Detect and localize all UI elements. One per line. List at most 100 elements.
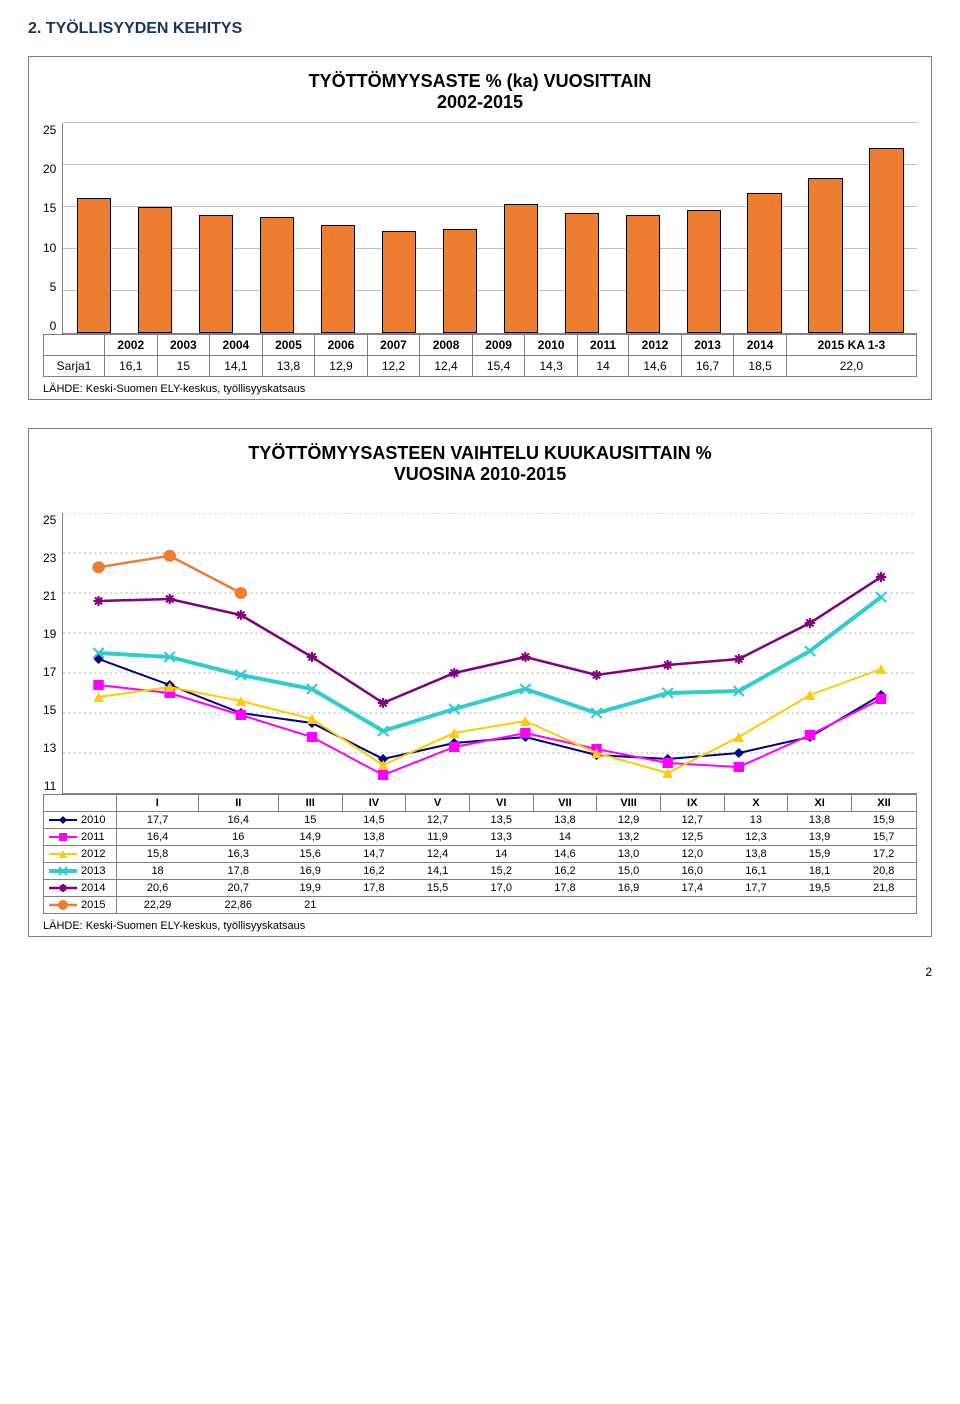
line-x-header: II (198, 795, 278, 812)
bar-category-header: 2004 (210, 335, 263, 356)
line-series-label: 2015 (44, 897, 117, 914)
line-value-cell: 13,8 (342, 829, 406, 846)
line-value-cell: 14 (469, 846, 533, 863)
line-x-header: VIII (597, 795, 661, 812)
line-value-cell: 17,8 (342, 880, 406, 897)
line-value-cell: 22,29 (117, 897, 199, 914)
line-value-cell: 15 (278, 812, 342, 829)
line-value-cell: 17,7 (724, 880, 788, 897)
line-value-cell: 15,0 (597, 863, 661, 880)
line-value-cell: 14,7 (342, 846, 406, 863)
line-chart-box: TYÖTTÖMYYSASTEEN VAIHTELU KUUKAUSITTAIN … (28, 428, 932, 937)
line-value-cell: 16,9 (278, 863, 342, 880)
line-x-header: X (724, 795, 788, 812)
line-title-line2: VUOSINA 2010-2015 (43, 464, 917, 485)
line-value-cell: 21 (278, 897, 342, 914)
line-value-cell: 12,7 (406, 812, 470, 829)
line-value-cell: 16,4 (198, 812, 278, 829)
bar-value-cell: 16,7 (681, 356, 734, 377)
line-series-label: 2010 (44, 812, 117, 829)
line-value-cell (342, 897, 406, 914)
bar-category-header: 2012 (629, 335, 682, 356)
bar-value-cell: 14,1 (210, 356, 263, 377)
bar-ytick-label: 5 (50, 280, 57, 294)
bar (321, 225, 355, 333)
bar-chart-box: TYÖTTÖMYYSASTE % (ka) VUOSITTAIN 2002-20… (28, 56, 932, 400)
line-value-cell: 19,5 (788, 880, 852, 897)
line-ytick-label: 21 (43, 589, 56, 603)
bar-category-header: 2010 (525, 335, 578, 356)
bar (626, 215, 660, 333)
line-value-cell: 22,86 (198, 897, 278, 914)
line-value-cell: 16,9 (597, 880, 661, 897)
line-x-header: III (278, 795, 342, 812)
line-ytick-label: 23 (43, 551, 56, 565)
line-value-cell: 13,2 (597, 829, 661, 846)
line-chart-area: 2523211917151311 (43, 513, 917, 794)
bar-category-header: 2007 (367, 335, 420, 356)
line-value-cell: 11,9 (406, 829, 470, 846)
line-value-cell: 16,2 (533, 863, 597, 880)
line-value-cell: 15,7 (851, 829, 916, 846)
line-value-cell: 14 (533, 829, 597, 846)
bar-ytick-label: 10 (43, 241, 56, 255)
bar-chart-source: LÄHDE: Keski-Suomen ELY-keskus, työllisy… (43, 383, 917, 395)
section-heading: 2. TYÖLLISYYDEN KEHITYS (28, 20, 932, 38)
line-value-cell: 21,8 (851, 880, 916, 897)
line-value-cell: 16,4 (117, 829, 199, 846)
line-ytick-label: 17 (43, 665, 56, 679)
line-chart-title: TYÖTTÖMYYSASTEEN VAIHTELU KUUKAUSITTAIN … (43, 443, 917, 485)
line-value-cell: 15,5 (406, 880, 470, 897)
line-value-cell: 20,6 (117, 880, 199, 897)
line-value-cell: 17,8 (198, 863, 278, 880)
line-value-cell: 13 (724, 812, 788, 829)
bar-category-header: 2014 (734, 335, 787, 356)
bar-category-header: 2013 (681, 335, 734, 356)
line-value-cell: 12,0 (660, 846, 724, 863)
bar-plot (62, 123, 917, 334)
line-value-cell: 18,1 (788, 863, 852, 880)
line-ytick-label: 25 (43, 513, 56, 527)
line-data-table: IIIIIIIVVVIVIIVIIIIXXXIXII201017,716,415… (43, 794, 917, 914)
line-series-label: 2011 (44, 829, 117, 846)
line-value-cell: 13,0 (597, 846, 661, 863)
bar-category-header: 2002 (105, 335, 158, 356)
bar-category-header: 2005 (262, 335, 315, 356)
bar-value-cell: 22,0 (786, 356, 916, 377)
bar-category-header: 2015 KA 1-3 (786, 335, 916, 356)
bar-value-cell: 13,8 (262, 356, 315, 377)
line-plot (62, 513, 917, 794)
line-ytick-label: 19 (43, 627, 56, 641)
bar (443, 229, 477, 333)
line-value-cell: 16 (198, 829, 278, 846)
line-value-cell (660, 897, 724, 914)
line-value-cell: 13,8 (533, 812, 597, 829)
bar-title-line2: 2002-2015 (43, 92, 917, 113)
line-value-cell: 15,6 (278, 846, 342, 863)
bar (260, 217, 294, 333)
bar-value-cell: 15,4 (472, 356, 525, 377)
line-series-label: 2014 (44, 880, 117, 897)
line-value-cell: 20,7 (198, 880, 278, 897)
bar-value-cell: 12,9 (315, 356, 368, 377)
bar-title-line1: TYÖTTÖMYYSASTE % (ka) VUOSITTAIN (43, 71, 917, 92)
line-value-cell: 17,0 (469, 880, 533, 897)
bar (747, 193, 781, 333)
line-value-cell: 16,1 (724, 863, 788, 880)
line-value-cell: 14,9 (278, 829, 342, 846)
line-value-cell: 16,0 (660, 863, 724, 880)
bar-value-cell: 16,1 (105, 356, 158, 377)
bar (77, 198, 111, 333)
bar-category-header: 2008 (420, 335, 473, 356)
bar-value-cell: 15 (157, 356, 210, 377)
line-ytick-label: 11 (44, 779, 56, 793)
bar-value-cell: 12,2 (367, 356, 420, 377)
line-yaxis: 2523211917151311 (43, 513, 62, 793)
line-value-cell (469, 897, 533, 914)
bar-ytick-label: 0 (50, 319, 57, 333)
bar-chart-title: TYÖTTÖMYYSASTE % (ka) VUOSITTAIN 2002-20… (43, 71, 917, 113)
line-x-header: XII (851, 795, 916, 812)
bar (199, 215, 233, 333)
line-value-cell: 17,2 (851, 846, 916, 863)
line-value-cell: 12,3 (724, 829, 788, 846)
